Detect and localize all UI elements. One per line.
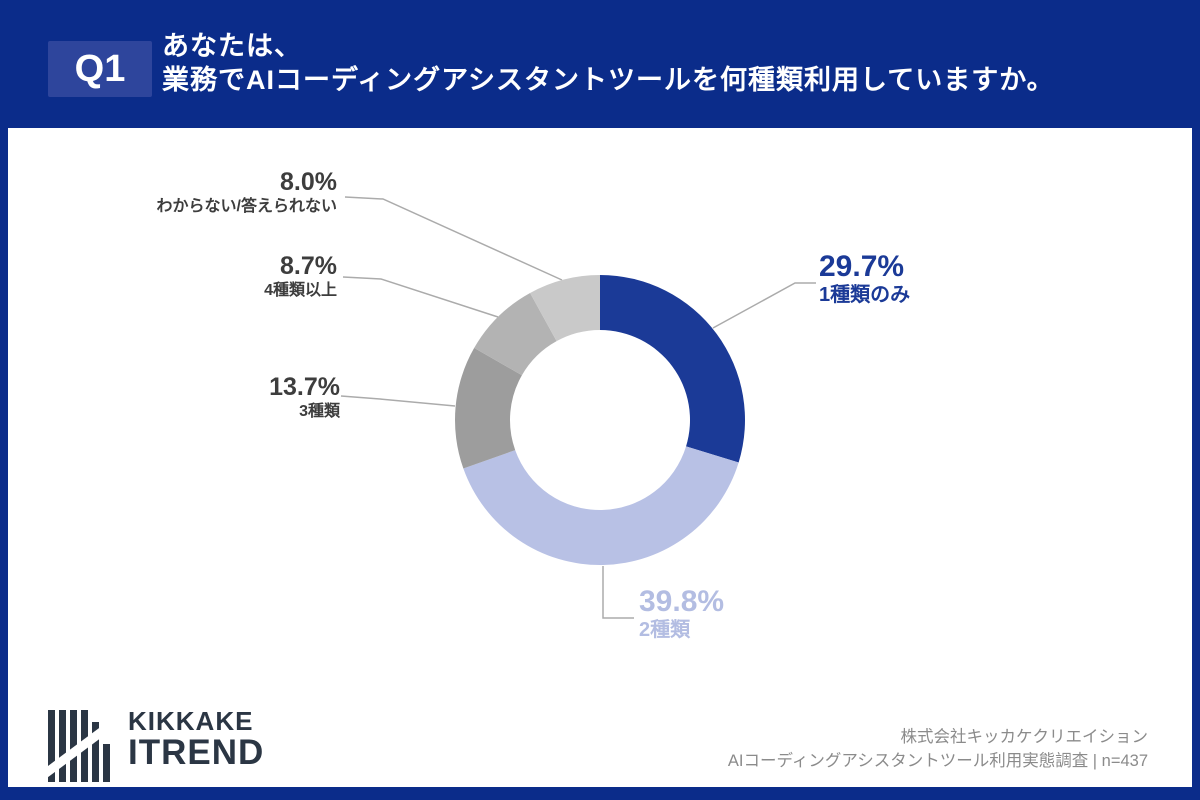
credit-survey-name: AIコーディングアシスタントツール利用実態調査 | n=437 [727, 752, 1148, 770]
segment-percent: 39.8% [639, 585, 725, 618]
segment-name: 1種類のみ [819, 284, 911, 307]
segment-name: 3種類 [299, 402, 340, 420]
segment-label-4shurui-ijo: 8.7% 4種類以上 [264, 252, 337, 300]
segment-label-wakaranai: 8.0% わからない/答えられない [157, 168, 337, 216]
question-title-line1: あなたは、 [162, 31, 302, 61]
logo-kikkake: KIKKAKE [128, 706, 254, 736]
segment-name: 2種類 [639, 619, 691, 642]
segment-name: わからない/答えられない [156, 197, 337, 215]
segment-label-1shurui: 29.7% 1種類のみ [819, 249, 910, 308]
logo-bars-icon [48, 710, 110, 782]
segment-label-3shurui: 13.7% 3種類 [269, 373, 340, 421]
survey-credit: 株式会社キッカケクリエイション AIコーディングアシスタントツール利用実態調査 … [728, 725, 1148, 773]
segment-label-2shurui: 39.8% 2種類 [639, 584, 724, 643]
kikkake-trend-logo: KIKKAKE ITREND [48, 708, 264, 784]
question-title-line2: 業務でAIコーディングアシスタントツールを何種類利用していますか。 [162, 65, 1055, 95]
credit-company: 株式会社キッカケクリエイション [900, 728, 1149, 746]
chart-card [8, 128, 1192, 787]
question-number-badge: Q1 [48, 41, 152, 97]
segment-percent: 8.7% [280, 252, 337, 280]
header-band: Q1 あなたは、 業務でAIコーディングアシスタントツールを何種類利用しています… [0, 0, 1200, 128]
logo-text: KIKKAKE ITREND [128, 706, 265, 772]
segment-percent: 13.7% [269, 373, 340, 401]
segment-percent: 29.7% [819, 250, 905, 283]
question-title: あなたは、 業務でAIコーディングアシスタントツールを何種類利用していますか。 [162, 29, 1055, 97]
segment-percent: 8.0% [280, 168, 337, 196]
segment-name: 4種類以上 [264, 281, 337, 299]
logo-itrend: ITREND [128, 733, 265, 772]
